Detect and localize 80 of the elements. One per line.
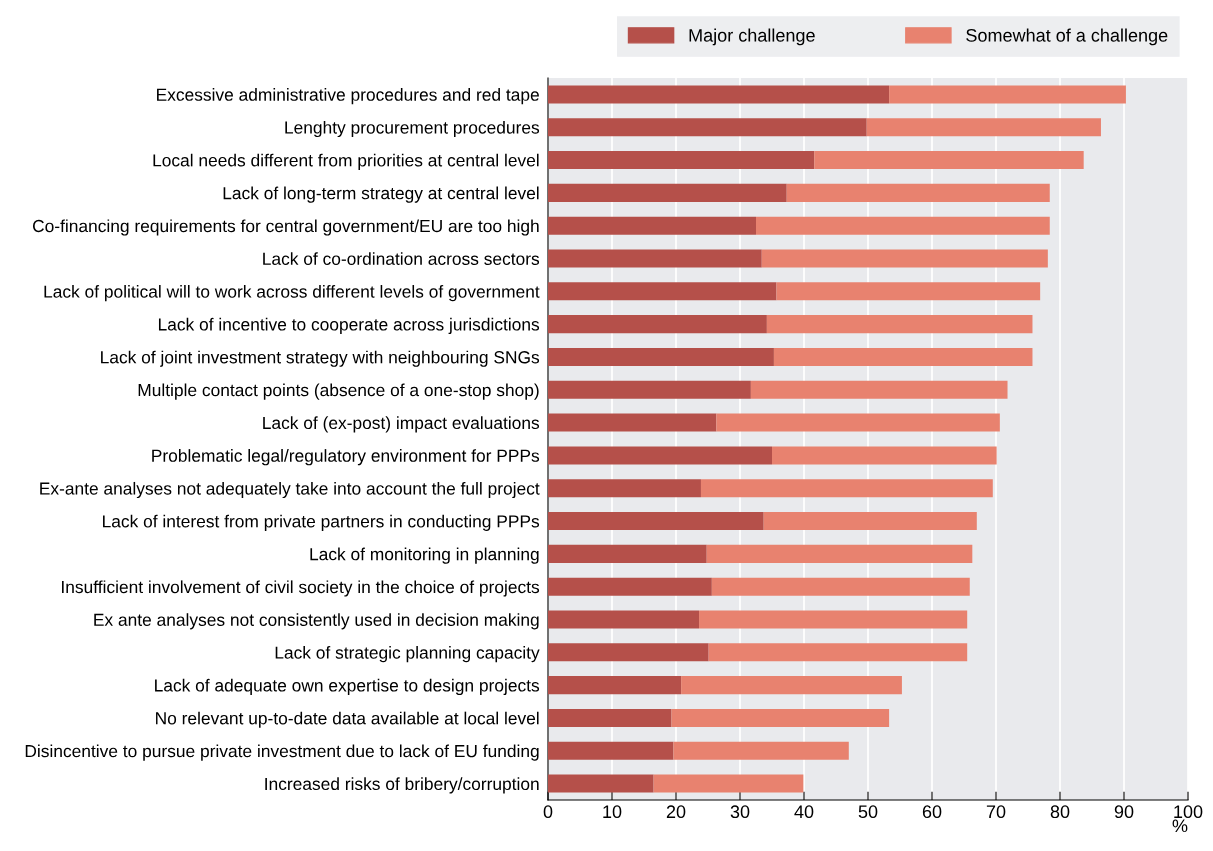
y-tick-label: Co-financing requirements for central government/EU are too high [32, 219, 539, 236]
bar [756, 216, 1050, 235]
x-tick-label: 10 [603, 805, 622, 819]
bar [548, 446, 772, 465]
bar [548, 676, 682, 695]
bar [776, 282, 1041, 301]
bar [548, 479, 701, 498]
bar [716, 413, 1000, 432]
bar [786, 183, 1050, 202]
y-tick-label: Lack of incentive to cooperate across jurisdictions [158, 317, 540, 335]
y-tick-label: No relevant up-to-date data available at local level [156, 711, 539, 728]
bar [548, 643, 709, 662]
y-tick-label: Lack of long-term strategy at central level [223, 186, 539, 203]
bar [671, 708, 890, 727]
y-tick-label: Lack of political will to work across different levels of government [44, 285, 540, 302]
x-tick-label: 90 [1114, 805, 1134, 819]
bar [548, 151, 815, 170]
bar [766, 315, 1033, 334]
bar [772, 446, 997, 465]
bar [548, 708, 672, 727]
bar [548, 249, 762, 268]
y-tick-label: Insufficient involvement of civil society in the choice of projects [62, 580, 540, 597]
x-tick-label: 50 [858, 805, 878, 819]
y-tick-label: Excessive administrative procedures and red tape [157, 88, 539, 105]
bar [548, 282, 777, 301]
bar [548, 512, 764, 531]
bar [673, 741, 849, 760]
y-tick-label: Multiple contact points (absence of a one-stop shop) [138, 383, 539, 400]
legend-label: Somewhat of a challenge [966, 28, 1168, 46]
bar [699, 610, 968, 629]
y-tick-label: Lack of interest from private partners in conducting PPPs [103, 514, 540, 531]
bar [708, 643, 968, 662]
bar [548, 380, 751, 399]
bar [773, 347, 1033, 366]
y-tick-label: Disincentive to pursue private investment due to lack of EU funding [25, 744, 539, 761]
y-tick-label: Lack of strategic planning capacity [275, 646, 540, 663]
bar [548, 118, 867, 137]
x-tick-label: 100 [1174, 805, 1203, 819]
y-tick-label: Lack of adequate own expertise to design projects [155, 678, 540, 696]
legend-label: Major challenge [689, 28, 815, 46]
y-tick-label: Increased risks of bribery/corruption [265, 777, 539, 794]
x-tick-label: 40 [794, 805, 814, 819]
bar [700, 479, 993, 498]
bar [548, 610, 700, 629]
bar [866, 118, 1101, 137]
bar [889, 85, 1126, 104]
bar [548, 183, 787, 202]
bar [548, 315, 767, 334]
x-axis-title: % [1172, 819, 1188, 833]
bar [653, 774, 804, 793]
bar [706, 544, 973, 563]
y-tick-label: Lack of co-ordination across sectors [263, 252, 540, 265]
bar [548, 741, 674, 760]
bar [548, 774, 654, 793]
y-tick-label: Lack of (ex-post) impact evaluations [263, 416, 540, 433]
y-tick-label: Ex-ante analyses not adequately take into account the full project [40, 481, 540, 499]
bar [548, 413, 717, 432]
x-tick-label: 20 [666, 805, 686, 819]
bar [548, 577, 712, 596]
x-tick-label: 60 [922, 805, 942, 819]
bar [750, 380, 1008, 399]
bar [763, 512, 977, 531]
bar [548, 347, 774, 366]
y-tick-label: Problematic legal/regulatory environment for PPPs [152, 449, 540, 466]
x-tick-label: 0 [543, 805, 553, 819]
y-tick-label: Lack of joint investment strategy with neighbouring SNGs [101, 350, 540, 367]
y-tick-label: Local needs different from priorities at central level [153, 153, 539, 170]
bar [761, 249, 1048, 268]
x-tick-label: 30 [730, 805, 750, 819]
bar [548, 85, 890, 104]
bar [681, 676, 902, 695]
y-tick-label: Lenghty procurement procedures [285, 120, 540, 138]
bar [548, 544, 707, 563]
x-tick-label: 70 [986, 805, 1006, 819]
y-tick-label: Lack of monitoring in planning [310, 547, 539, 564]
bar [814, 151, 1084, 170]
bar [548, 216, 756, 235]
bar [711, 577, 970, 596]
x-tick-label: 80 [1050, 805, 1070, 819]
y-tick-label: Ex ante analyses not consistently used in decision making [94, 613, 539, 630]
